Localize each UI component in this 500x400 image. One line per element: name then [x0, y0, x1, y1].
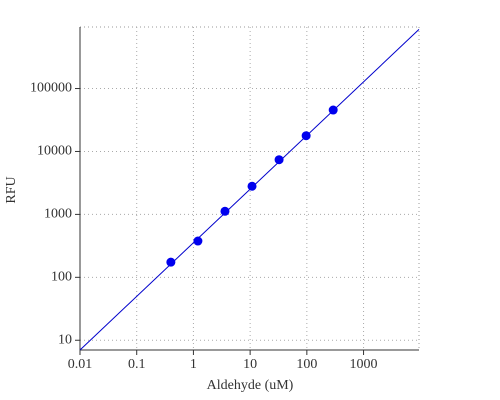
y-tick-label: 1000 [44, 207, 72, 222]
x-tick-label: 0.01 [68, 357, 93, 372]
point [301, 131, 311, 141]
x-tick-label: 0.1 [128, 357, 146, 372]
y-tick-label: 100000 [30, 81, 72, 96]
x-tick-label: 1000 [350, 357, 378, 372]
x-tick-label: 100 [296, 357, 317, 372]
point [166, 257, 176, 267]
x-tick-label: 10 [243, 357, 257, 372]
point [220, 206, 230, 216]
point [328, 105, 338, 115]
x-axis-label: Aldehyde (uM) [207, 378, 294, 393]
point [274, 155, 284, 165]
y-tick-label: 100 [51, 270, 72, 285]
y-tick-label: 10000 [37, 144, 72, 159]
point [193, 236, 203, 246]
y-axis-label: RFU [4, 176, 19, 203]
x-tick-label: 1 [190, 357, 197, 372]
y-tick-label: 10 [58, 332, 72, 347]
point [247, 181, 257, 191]
